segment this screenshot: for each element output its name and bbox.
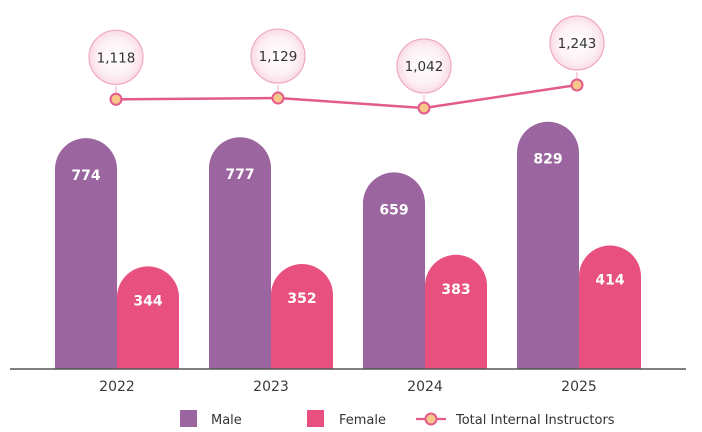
bar-label-female-2022: 344 (133, 293, 162, 309)
x-tick-label-2024: 2024 (407, 379, 443, 395)
bar-male-2024 (363, 172, 425, 369)
total-bubble-2024 (396, 38, 452, 94)
bar-label-male-2025: 829 (533, 152, 562, 168)
x-tick-label-2025: 2025 (561, 379, 597, 395)
x-tick-label-2023: 2023 (253, 379, 289, 395)
bar-female-2022 (117, 266, 179, 369)
bar-label-female-2025: 414 (595, 273, 624, 289)
legend-label-female: Female (339, 413, 386, 428)
bar-female-2024 (425, 254, 487, 369)
bar-label-female-2023: 352 (287, 291, 316, 307)
total-label-2024: 1,042 (405, 59, 444, 75)
bar-label-male-2023: 777 (225, 167, 254, 183)
total-point-2024 (417, 101, 431, 115)
legend: Male Female Total Internal Instructors (180, 410, 615, 428)
total-label-2022: 1,118 (97, 50, 136, 66)
total-bubble-2022 (88, 29, 144, 85)
bar-male-2023 (209, 137, 271, 369)
bar-label-female-2024: 383 (441, 282, 470, 298)
total-line-layer: 1,118 1,129 1,042 1,243 (88, 15, 605, 115)
legend-marker-total (424, 412, 438, 426)
total-bubble-2023 (250, 28, 306, 84)
total-point-2025 (570, 78, 584, 92)
legend-label-male: Male (211, 413, 242, 428)
bar-male-2025 (517, 121, 579, 370)
total-label-2025: 1,243 (558, 36, 597, 52)
legend-swatch-male (180, 410, 197, 427)
total-point-2023 (271, 91, 285, 105)
category-labels: 2022 2023 2024 2025 (99, 379, 597, 395)
bar-female-2023 (271, 263, 333, 369)
x-tick-label-2022: 2022 (99, 379, 135, 395)
total-point-2022 (109, 92, 123, 106)
total-bubble-2025 (549, 15, 605, 71)
bar-label-male-2024: 659 (379, 202, 408, 218)
bar-label-male-2022: 774 (71, 168, 100, 184)
bar-male-2022 (55, 138, 117, 369)
bars-layer: 774 344 777 352 659 383 829 414 (55, 121, 641, 370)
total-line (115, 83, 578, 110)
legend-swatch-female (307, 410, 324, 427)
legend-label-total: Total Internal Instructors (455, 413, 615, 428)
bar-female-2025 (579, 245, 641, 369)
total-label-2023: 1,129 (259, 49, 298, 65)
